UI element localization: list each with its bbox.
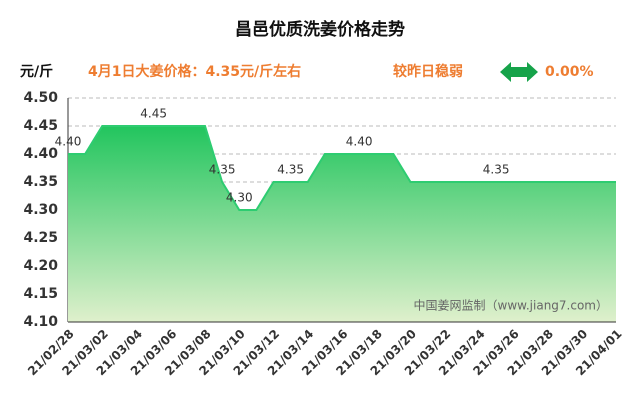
price-note: 4月1日大姜价格：4.35元/斤左右 (88, 63, 301, 80)
y-tick-label: 4.35 (23, 174, 58, 190)
data-label: 4.35 (209, 163, 236, 177)
watermark: 中国姜网监制（www.jiang7.com） (414, 298, 608, 313)
area-fill (68, 126, 616, 322)
flat-arrow-icon (500, 62, 538, 82)
chart-title: 昌邑优质洗姜价格走势 (235, 19, 405, 40)
data-label: 4.35 (277, 163, 304, 177)
trend-note: 较昨日稳弱 (393, 63, 463, 80)
data-label: 4.40 (55, 135, 82, 149)
area-line (68, 125, 616, 211)
y-tick-label: 4.25 (23, 230, 58, 246)
y-tick-label: 4.20 (23, 258, 58, 274)
y-tick-label: 4.40 (23, 146, 58, 162)
y-tick-label: 4.15 (23, 286, 58, 302)
data-label: 4.45 (140, 107, 167, 121)
y-tick-label: 4.30 (23, 202, 58, 218)
y-tick-label: 4.10 (23, 314, 58, 330)
data-label: 4.30 (226, 191, 253, 205)
y-tick-label: 4.50 (23, 90, 58, 106)
change-note: 0.00% (545, 64, 594, 80)
unit-label: 元/斤 (20, 63, 53, 80)
data-label: 4.35 (483, 163, 510, 177)
data-label: 4.40 (346, 135, 373, 149)
y-tick-label: 4.45 (23, 118, 58, 134)
